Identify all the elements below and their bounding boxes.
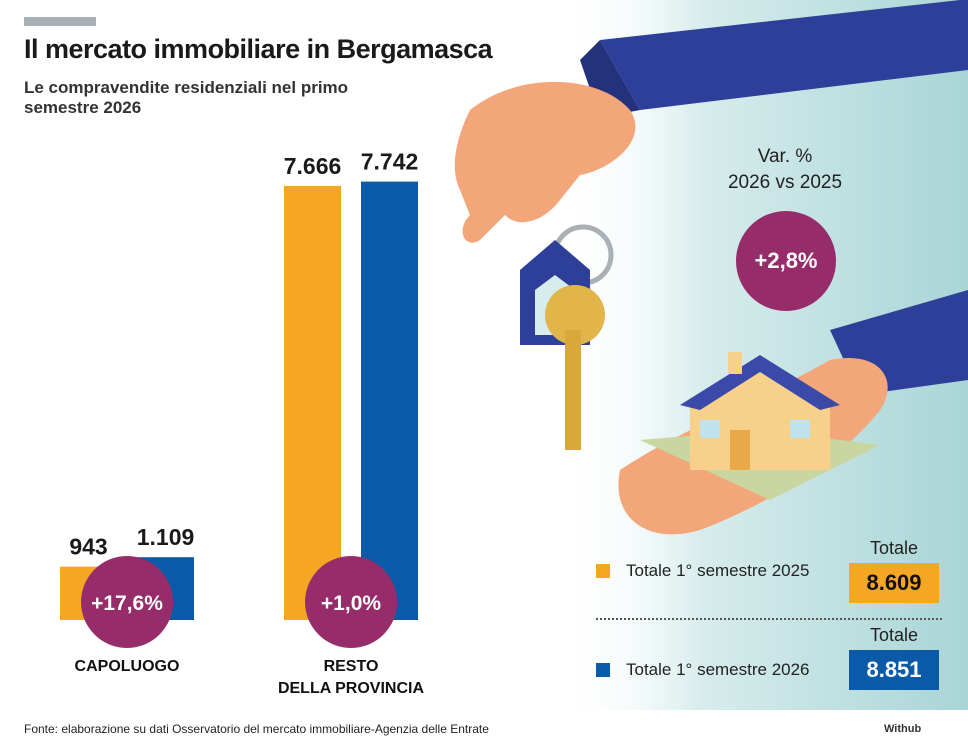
- variation-circle: [81, 556, 173, 648]
- category-label: RESTO: [324, 658, 379, 675]
- brand-label: Withub: [884, 723, 922, 735]
- page-title: Il mercato immobiliare in Bergamasca: [24, 34, 493, 64]
- variation-label: +1,0%: [321, 592, 381, 615]
- legend-label-2025: Totale 1° semestre 2025: [626, 561, 810, 580]
- total-value-2025: 8.609: [849, 563, 939, 603]
- hand-with-house-icon: [618, 290, 968, 535]
- total-value-2026: 8.851: [849, 650, 939, 690]
- chart-subtitle: Le compravendite residenziali nel primo …: [24, 78, 349, 117]
- legend-swatch-2025: [596, 564, 610, 578]
- top-accent-bar: [24, 17, 96, 26]
- bar: [284, 185, 341, 621]
- data-label: 7.742: [361, 149, 419, 175]
- source-note: Fonte: elaborazione su dati Osservatorio…: [24, 722, 489, 736]
- total-label-2025: Totale: [869, 538, 919, 558]
- variation-label: +17,6%: [91, 592, 163, 615]
- hand-with-keys-icon: [454, 0, 968, 450]
- variation-circle: [305, 556, 397, 648]
- category-label: CAPOLUOGO: [75, 658, 180, 675]
- bar: [361, 181, 418, 620]
- category-label: DELLA PROVINCIA: [278, 680, 425, 697]
- data-label: 7.666: [284, 153, 342, 179]
- total-label-2026: Totale: [869, 625, 919, 645]
- legend-swatch-2026: [596, 663, 610, 677]
- data-label: 943: [69, 534, 107, 560]
- legend-divider: [596, 618, 942, 620]
- variation-badge: +2,8%: [736, 211, 836, 311]
- bar-chart: 943 1.109 +17,6% CAPOLUOGO 7.666 7.742 +1,0% RE…: [60, 149, 425, 697]
- data-label: 1.109: [137, 524, 195, 550]
- variation-label: Var. % 2026 vs 2025: [727, 146, 843, 193]
- legend-label-2026: Totale 1° semestre 2026: [626, 660, 810, 679]
